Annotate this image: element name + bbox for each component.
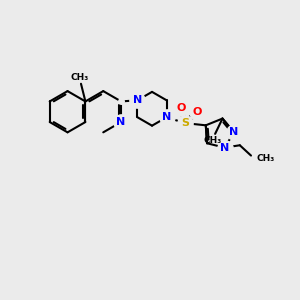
Text: CH₃: CH₃ — [203, 136, 221, 145]
Text: O: O — [193, 107, 202, 117]
Text: N: N — [162, 112, 171, 122]
Text: O: O — [177, 103, 186, 113]
Text: N: N — [230, 128, 239, 137]
Text: S: S — [181, 118, 189, 128]
Text: N: N — [220, 142, 229, 153]
Text: CH₃: CH₃ — [257, 154, 275, 163]
Text: CH₃: CH₃ — [70, 73, 88, 82]
Text: N: N — [116, 117, 126, 127]
Text: N: N — [133, 95, 142, 105]
